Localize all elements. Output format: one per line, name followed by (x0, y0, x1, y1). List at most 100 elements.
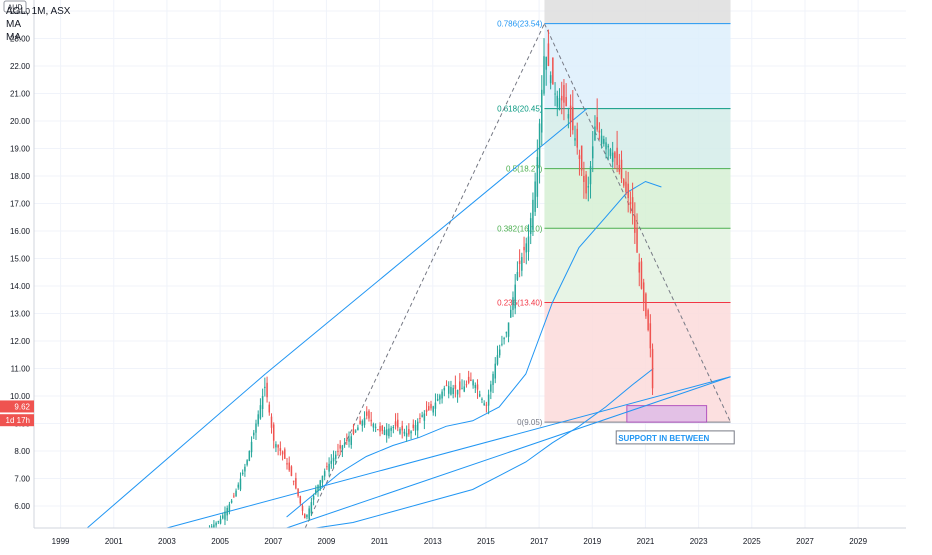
fib-level-label: 0.382(16.10) (497, 224, 543, 233)
candle-body (284, 449, 286, 459)
y-tick-label: 15.00 (10, 255, 31, 264)
fib-level-label: 0.618(20.45) (497, 105, 543, 114)
trend-line (264, 108, 588, 375)
candle-body (447, 386, 450, 394)
candle-body (381, 425, 384, 431)
candle-body (529, 218, 532, 235)
candle-body (357, 427, 359, 431)
ma-legend-2[interactable]: MA (6, 32, 21, 43)
price-badge-label: 1d 17h (6, 416, 30, 425)
candle-body (326, 466, 328, 468)
candle-body (392, 427, 395, 429)
candle-body (414, 424, 417, 431)
candle-body (603, 138, 605, 144)
candle-body (567, 114, 570, 119)
candle-body (301, 505, 304, 511)
candle-body (512, 297, 514, 310)
y-tick-label: 23.00 (10, 35, 31, 44)
candle-body (552, 57, 554, 85)
candle-body (330, 460, 333, 464)
candle-body (246, 460, 248, 465)
x-tick-label: 2021 (637, 537, 655, 546)
candle-body (219, 519, 222, 524)
y-tick-label: 8.00 (14, 447, 30, 456)
candle-body (642, 282, 645, 303)
currency-badge: AUD (3, 0, 27, 13)
candle-body (257, 414, 259, 425)
candle-body (408, 429, 410, 435)
candle-body (492, 374, 494, 385)
candle-body (510, 309, 512, 318)
candle-body (323, 471, 326, 477)
candle-body (341, 445, 344, 450)
candle-body (250, 441, 253, 453)
candle-body (397, 419, 399, 428)
candle-body (450, 387, 452, 395)
candle-body (224, 511, 226, 520)
candle-body (583, 175, 585, 182)
candle-body (215, 522, 217, 526)
candle-body (328, 463, 330, 472)
candle-body (503, 338, 505, 340)
candle-body (596, 117, 598, 130)
y-tick-label: 16.00 (10, 227, 31, 236)
candle-body (348, 438, 350, 442)
y-tick-label: 14.00 (10, 282, 31, 291)
candle-body (578, 155, 581, 160)
candle-body (532, 199, 534, 230)
candle-body (303, 514, 306, 519)
candle-body (560, 95, 563, 101)
x-tick-label: 2013 (424, 537, 442, 546)
candle-body (651, 348, 654, 389)
candle-body (618, 164, 621, 172)
candle-body (611, 152, 614, 162)
time-axis-bg (0, 528, 932, 550)
candle-body (370, 419, 372, 422)
x-tick-label: 2029 (849, 537, 867, 546)
candle-body (383, 430, 386, 435)
x-tick-label: 2015 (477, 537, 495, 546)
candle-body (543, 56, 545, 94)
candle-body (636, 227, 638, 253)
x-tick-label: 2005 (211, 537, 229, 546)
candle-body (634, 215, 636, 233)
x-tick-label: 2009 (318, 537, 336, 546)
candle-body (390, 427, 392, 431)
candle-body (272, 424, 275, 441)
y-tick-label: 22.00 (10, 62, 31, 71)
y-tick-label: 6.00 (14, 502, 30, 511)
candle-body (563, 85, 565, 103)
candle-body (352, 429, 355, 434)
candle-body (310, 502, 313, 514)
x-tick-label: 2023 (690, 537, 708, 546)
candle-body (270, 416, 273, 428)
currency-badge-label: AUD (8, 5, 23, 12)
fib-level-label: 0.786(23.54) (497, 20, 543, 29)
annotation-text: SUPPORT IN BETWEEN (618, 434, 709, 443)
candle-body (286, 463, 288, 465)
candle-body (620, 159, 623, 179)
candle-body (594, 126, 596, 141)
ma-legend-1[interactable]: MA (6, 19, 21, 30)
candle-body (523, 246, 525, 251)
candle-body (410, 431, 412, 434)
candle-body (425, 409, 428, 412)
candles-layer (208, 29, 654, 531)
x-tick-label: 2025 (743, 537, 761, 546)
fib-zone-top (544, 0, 731, 24)
candle-body (580, 145, 583, 171)
candle-body (359, 420, 361, 425)
trend-line (286, 376, 731, 529)
candle-body (614, 152, 616, 159)
candle-body (428, 406, 430, 411)
y-tick-label: 21.00 (10, 90, 31, 99)
candle-body (565, 97, 567, 107)
candle-body (230, 500, 233, 503)
candle-body (321, 475, 324, 483)
candle-body (538, 123, 541, 166)
candle-body (332, 457, 335, 462)
symbol-title: AGL, 1M, ASX (6, 6, 71, 17)
candle-body (527, 236, 530, 252)
